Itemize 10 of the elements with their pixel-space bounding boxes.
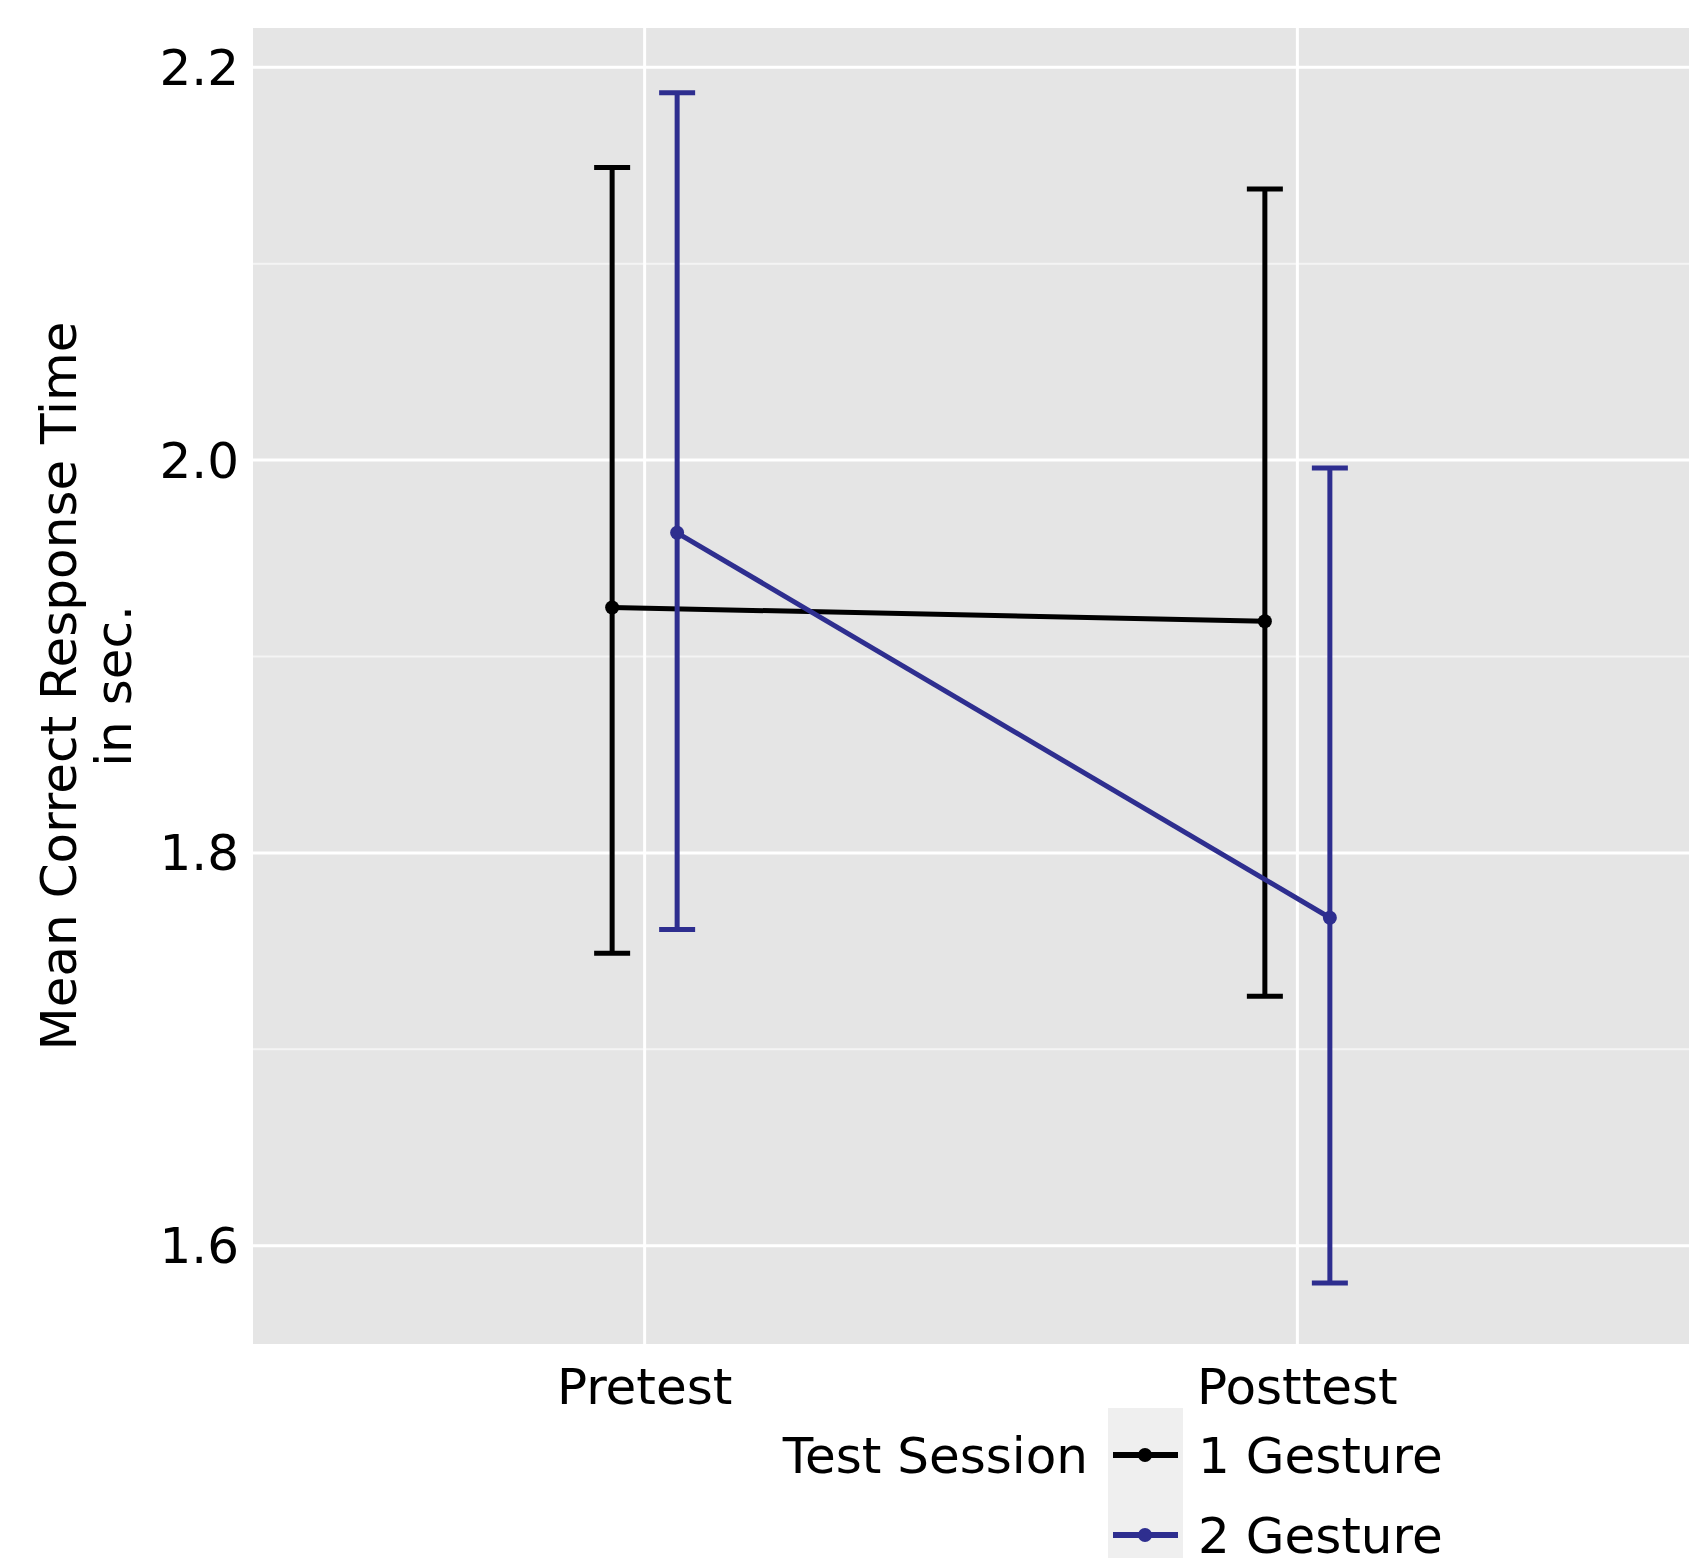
y-tick-label: 2.0 — [159, 431, 239, 490]
y-axis-title: Mean Correct Response Time in sec. — [29, 321, 143, 1051]
x-axis-title: Test Session — [781, 1427, 1088, 1485]
legend-label: 2 Gesture — [1198, 1506, 1443, 1564]
legend-label: 1 Gesture — [1198, 1426, 1443, 1485]
y-tick-label: 1.8 — [159, 824, 239, 883]
x-tick-label: Pretest — [556, 1358, 733, 1416]
x-tick-label: Posttest — [1197, 1358, 1398, 1416]
y-tick-label: 2.2 — [159, 38, 239, 97]
y-tick-label: 1.6 — [159, 1217, 239, 1276]
